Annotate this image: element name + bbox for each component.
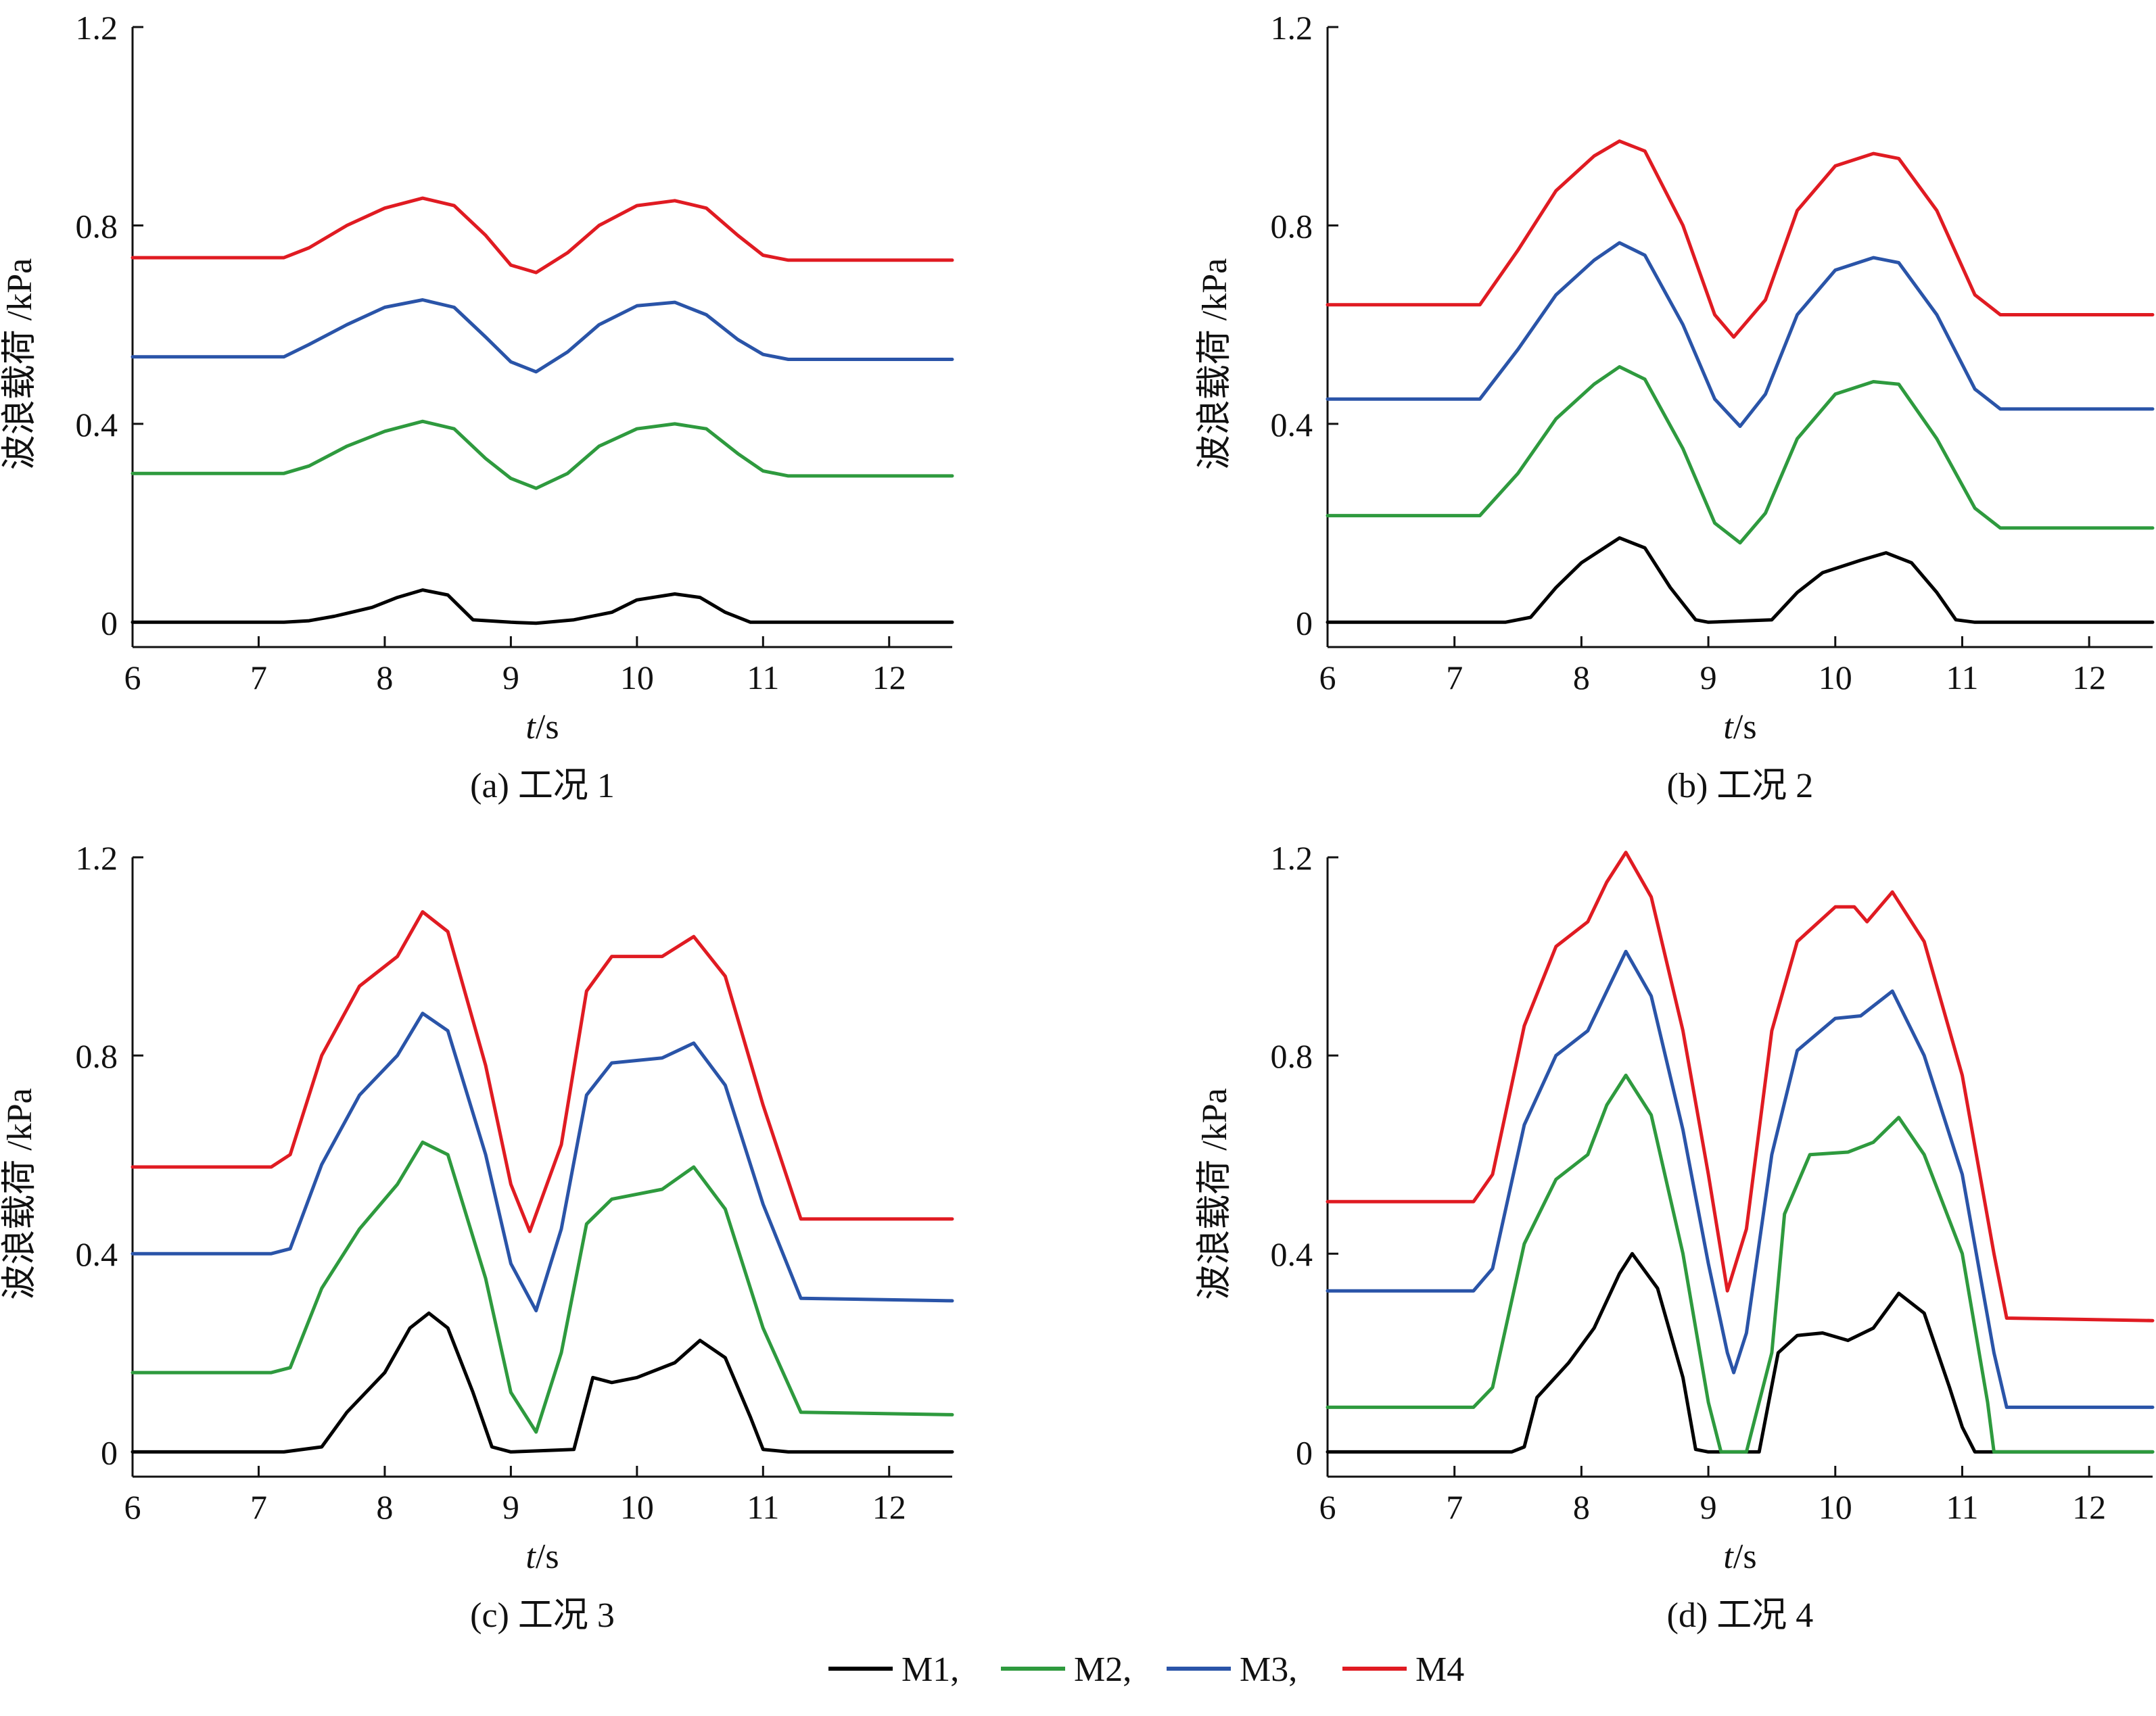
panel-caption: (d) 工况 4 [1667,1596,1814,1635]
series-line-m1 [131,1311,954,1454]
y-tick-label: 0.4 [76,406,118,444]
series-line-m2 [131,1140,954,1434]
series-line-m2 [131,419,954,490]
x-tick-label: 6 [124,1488,141,1526]
series-line-m4 [131,196,954,275]
x-axis-label: t/s [1723,708,1756,746]
x-tick-label: 12 [872,1488,906,1526]
y-axis-label: 波浪载荷 /kPa [1,1088,39,1300]
y-tick-label: 0.8 [1271,207,1313,245]
x-axis-unit: /s [536,708,559,746]
series-line-m2 [1326,365,2155,545]
x-tick-label: 12 [2072,1488,2106,1526]
y-tick-label: 0.8 [76,207,118,245]
y-axis-label: 波浪载荷 /kPa [1196,1088,1234,1300]
x-tick-label: 6 [1319,1488,1336,1526]
series-line-m2 [1326,1073,2155,1454]
y-tick-label: 0 [101,604,118,642]
series-line-m3 [1326,241,2155,428]
x-axis-label: t/s [525,708,559,746]
x-tick-label: 11 [1946,1488,1978,1526]
y-axis-label: 波浪载荷 /kPa [1,258,39,470]
series-line-m1 [131,588,954,625]
y-tick-label: 0.4 [1271,406,1313,444]
x-tick-label: 9 [1700,659,1717,696]
x-tick-label: 11 [747,1488,779,1526]
legend-label: M3, [1240,1650,1297,1689]
series-line-m1 [1326,536,2155,624]
y-tick-label: 0.8 [76,1037,118,1075]
y-tick-label: 0 [1296,1433,1313,1471]
y-tick-label: 0 [101,1433,118,1471]
legend: M1, M2, M3, M4 [828,1650,1464,1689]
x-tick-label: 11 [747,659,779,696]
x-axis-label: t/s [1723,1538,1756,1576]
x-tick-label: 9 [1700,1488,1717,1526]
legend-label: M4 [1415,1650,1464,1689]
x-tick-label: 9 [502,659,519,696]
panel-3: 6 7 8 9 10 11 12 0 0.4 0.8 1.2 t/s 波浪载荷 /kPa (c) 工况 3 [1,839,954,1635]
y-tick-label: 0.4 [1271,1235,1313,1273]
x-axis-variable: t [525,708,536,746]
x-axis-unit: /s [1733,708,1757,746]
series-line-m3 [131,298,954,374]
panel-caption: (c) 工况 3 [470,1596,615,1635]
panel-2: 6 7 8 9 10 11 12 0 0.4 0.8 1.2 t/s 波浪载荷 /kPa (b) 工况 2 [1196,9,2155,805]
series-line-m3 [1326,949,2155,1409]
series-line-m3 [131,1011,954,1312]
x-tick-label: 8 [1573,659,1590,696]
panel-caption: (b) 工况 2 [1667,767,1814,805]
x-axis-variable: t [1723,1538,1734,1576]
y-tick-label: 1.2 [1271,9,1313,47]
y-tick-label: 1.2 [76,839,118,877]
panel-4: 6 7 8 9 10 11 12 0 0.4 0.8 1.2 t/s 波浪载荷 /kPa (d) 工况 4 [1196,839,2155,1635]
y-tick-label: 0.4 [76,1235,118,1273]
x-axis-variable: t [525,1538,536,1576]
panel-caption: (a) 工况 1 [470,767,615,805]
x-tick-label: 6 [124,659,141,696]
x-tick-label: 8 [376,659,393,696]
series-line-m4 [131,910,954,1233]
x-axis-unit: /s [536,1538,559,1576]
series-line-m4 [1326,139,2155,339]
x-tick-label: 12 [872,659,906,696]
x-tick-label: 7 [250,659,267,696]
x-tick-label: 6 [1319,659,1336,696]
x-tick-label: 10 [620,1488,654,1526]
x-tick-label: 7 [1446,659,1463,696]
y-tick-label: 0.8 [1271,1037,1313,1075]
x-tick-label: 7 [1446,1488,1463,1526]
y-tick-label: 0 [1296,604,1313,642]
x-axis-variable: t [1723,708,1734,746]
x-tick-label: 8 [1573,1488,1590,1526]
x-tick-label: 7 [250,1488,267,1526]
y-tick-label: 1.2 [76,9,118,47]
y-tick-label: 1.2 [1271,839,1313,877]
legend-label: M1, [901,1650,959,1689]
x-tick-label: 11 [1946,659,1978,696]
x-tick-label: 10 [1819,1488,1852,1526]
panel-1: 6 7 8 9 10 11 12 0 0.4 0.8 1.2 t/s 波浪载荷 /kPa (a) 工况 1 [1,9,954,805]
series-line-m4 [1326,851,2155,1322]
x-axis-label: t/s [525,1538,559,1576]
x-tick-label: 10 [1819,659,1852,696]
x-axis-unit: /s [1733,1538,1757,1576]
legend-label: M2, [1074,1650,1131,1689]
x-tick-label: 12 [2072,659,2106,696]
x-tick-label: 9 [502,1488,519,1526]
x-tick-label: 10 [620,659,654,696]
x-tick-label: 8 [376,1488,393,1526]
y-axis-label: 波浪载荷 /kPa [1196,258,1234,470]
